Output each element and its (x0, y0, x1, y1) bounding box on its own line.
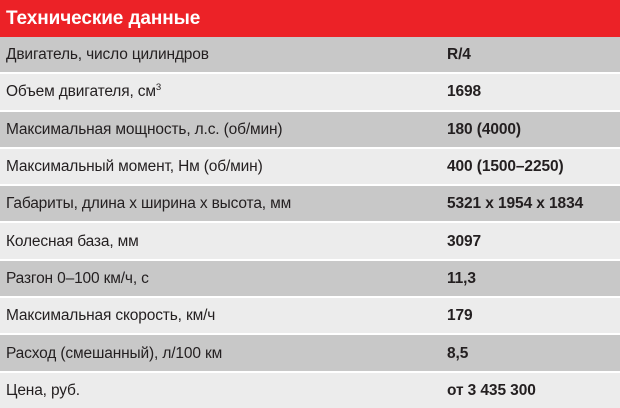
spec-label-text: Объем двигателя, см (6, 83, 156, 101)
table-row: Максимальная мощность, л.с. (об/мин) 180… (0, 111, 620, 147)
spec-value: 3097 (447, 232, 482, 250)
spec-label: Разгон 0–100 км/ч, с (6, 269, 149, 287)
spec-value: 8,5 (447, 344, 469, 362)
spec-label: Расход (смешанный), л/100 км (6, 344, 223, 362)
table-row: Габариты, длина x ширина x высота, мм 53… (0, 186, 620, 222)
spec-value: 1698 (447, 83, 482, 101)
spec-label-superscript: 3 (155, 82, 162, 94)
table-row: Цена, руб. от 3 435 300 (0, 372, 620, 408)
spec-value: 180 (4000) (447, 120, 521, 138)
spec-label: Цена, руб. (6, 381, 80, 399)
table-body: Двигатель, число цилиндров R/4 Объем дви… (0, 37, 620, 408)
spec-label: Объем двигателя, см3 (6, 83, 447, 100)
spec-value: 11,3 (447, 269, 476, 287)
table-title: Технические данные (6, 8, 201, 29)
spec-label: Двигатель, число цилиндров (6, 46, 209, 64)
table-header: Технические данные (0, 0, 620, 37)
table-row: Максимальная скорость, км/ч 179 (0, 298, 620, 334)
table-row: Расход (смешанный), л/100 км 8,5 (0, 335, 620, 371)
table-row: Максимальный момент, Нм (об/мин) 400 (15… (0, 148, 620, 185)
spec-label: Максимальная скорость, км/ч (6, 307, 216, 325)
table-row: Объем двигателя, см3 1698 (0, 74, 620, 110)
table-row: Колесная база, мм 3097 (0, 223, 620, 259)
spec-label: Габариты, длина x ширина x высота, мм (6, 195, 292, 213)
spec-value: 179 (447, 307, 473, 325)
spec-label: Максимальная мощность, л.с. (об/мин) (6, 120, 283, 138)
spec-label: Максимальный момент, Нм (об/мин) (6, 158, 263, 176)
spec-value: от 3 435 300 (447, 381, 536, 399)
spec-label: Колесная база, мм (6, 232, 139, 250)
spec-value: 5321 x 1954 x 1834 (447, 195, 584, 213)
table-row: Двигатель, число цилиндров R/4 (0, 37, 620, 73)
spec-value: R/4 (447, 46, 471, 64)
table-row: Разгон 0–100 км/ч, с 11,3 (0, 260, 620, 297)
spec-value: 400 (1500–2250) (447, 158, 564, 176)
